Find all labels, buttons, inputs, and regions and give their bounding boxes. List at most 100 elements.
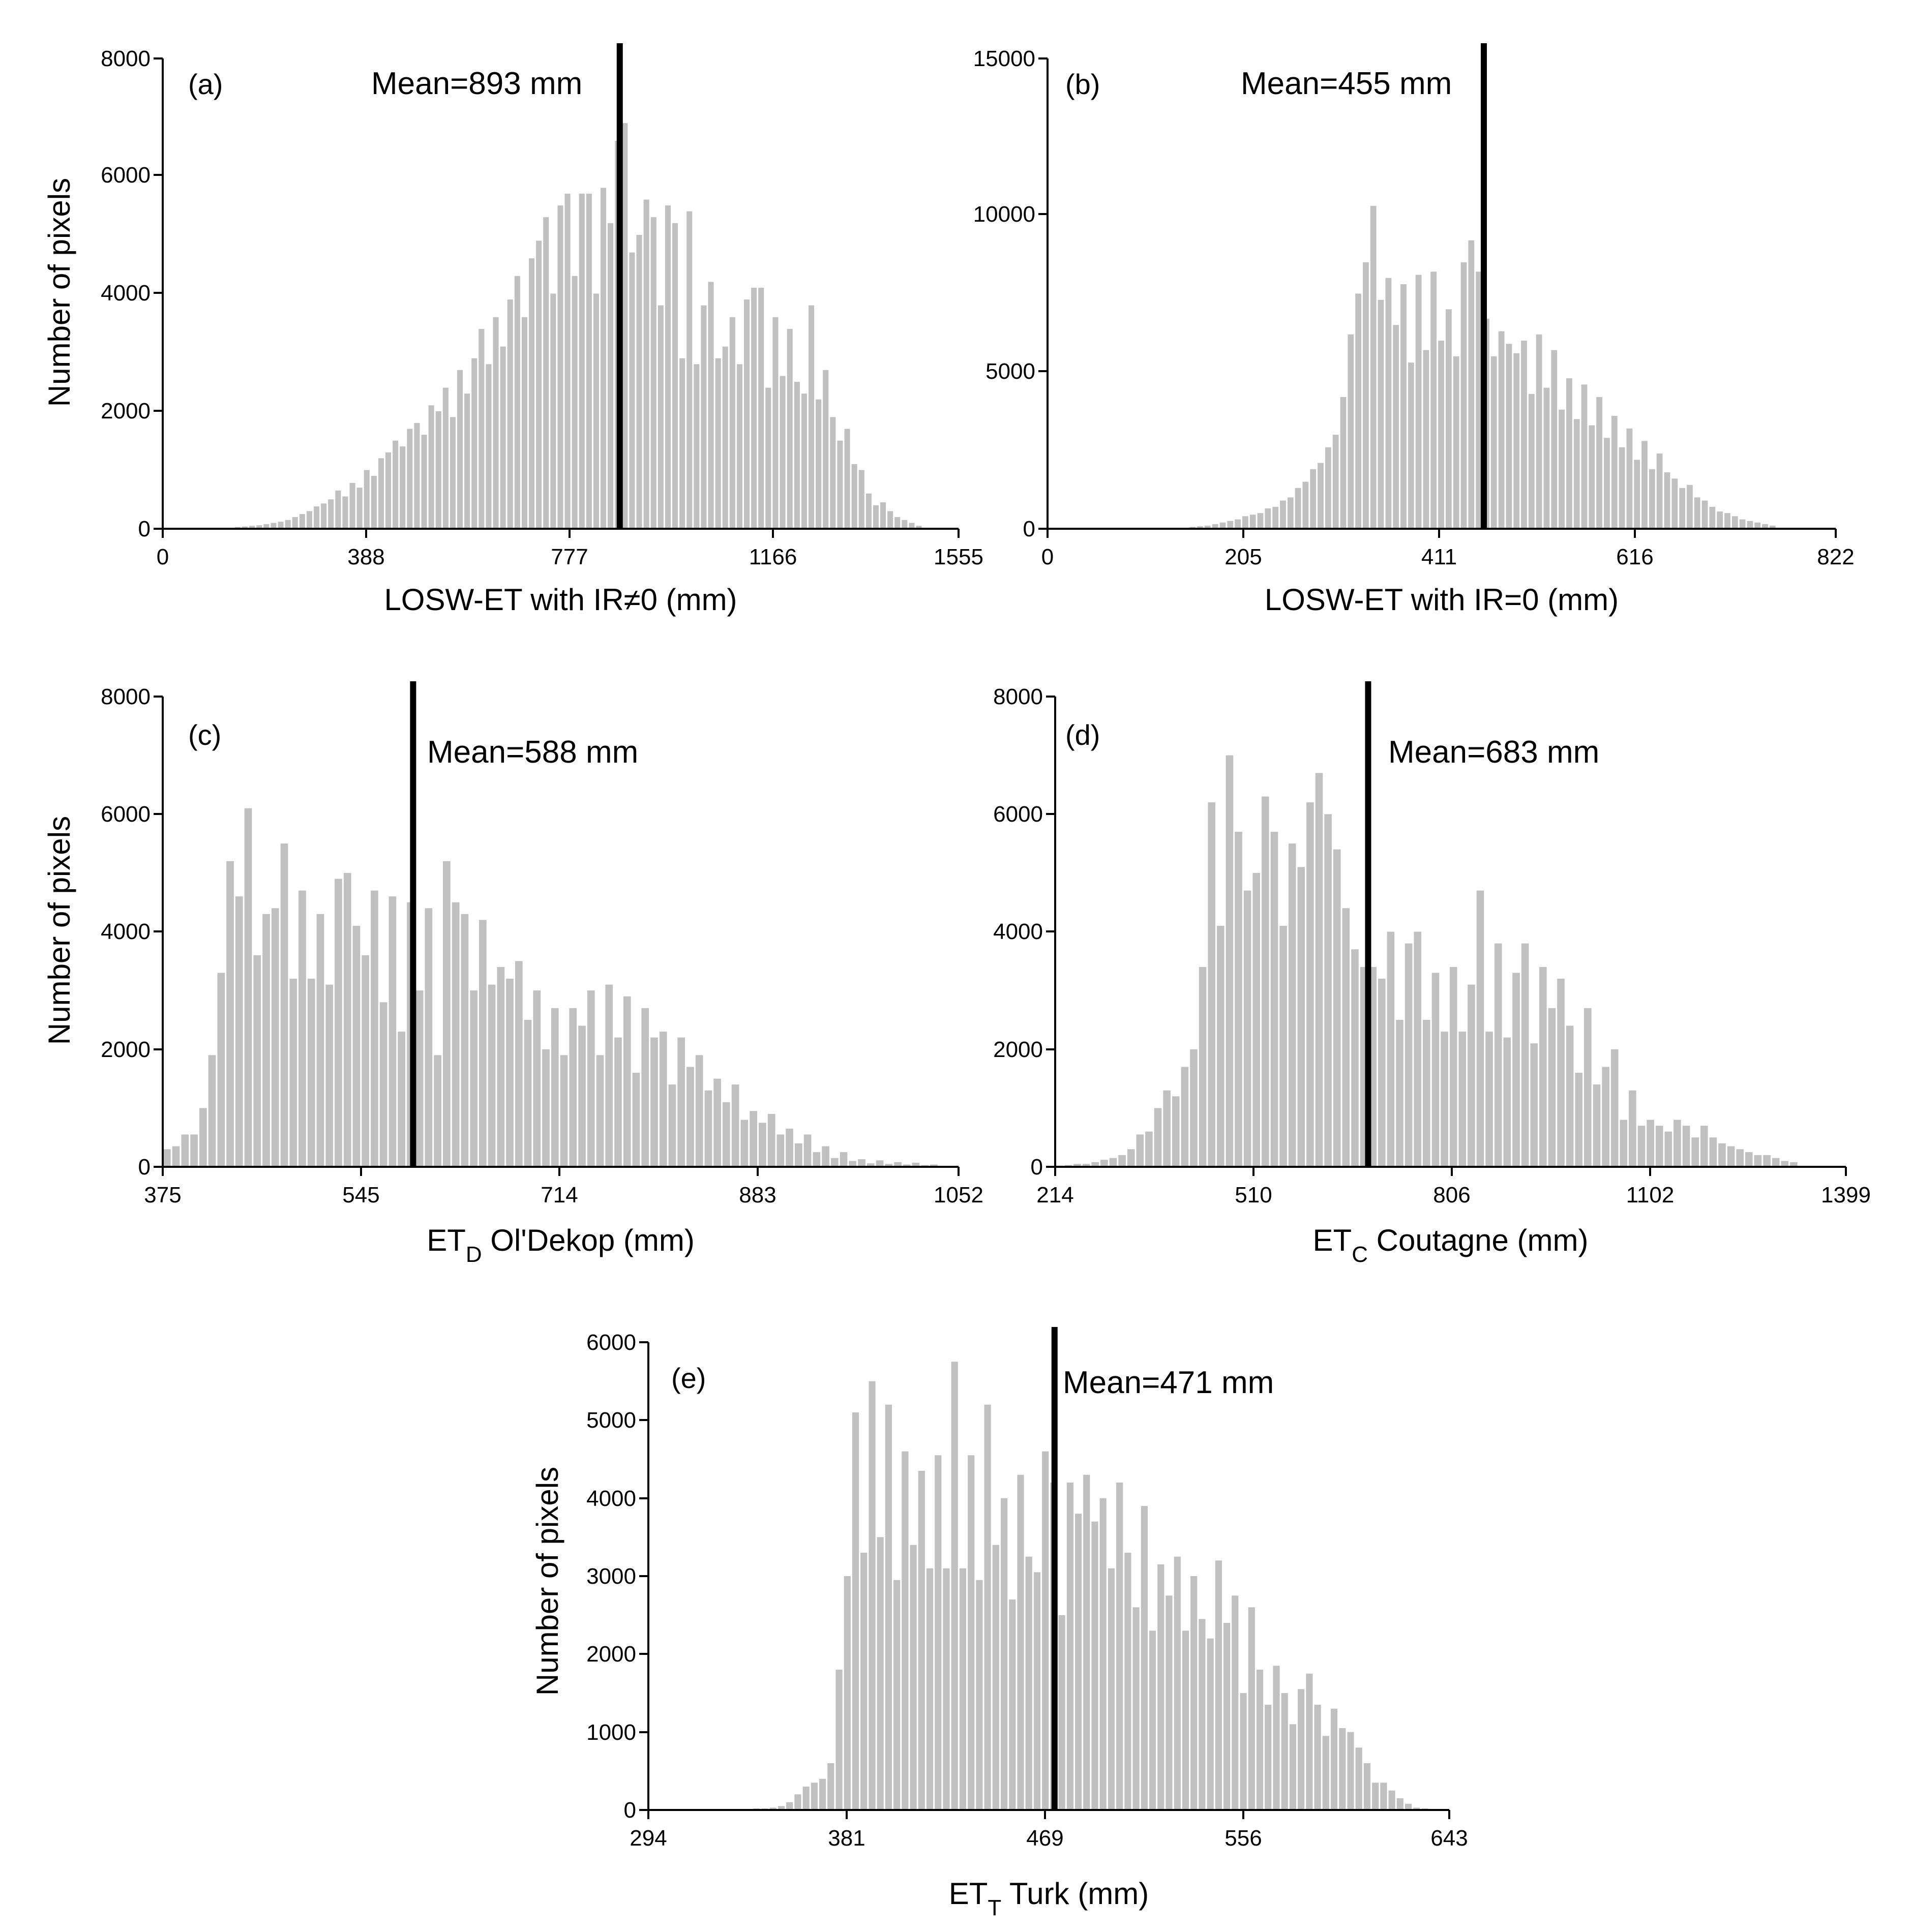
histogram-bar <box>786 1128 793 1167</box>
histogram-bar <box>1118 1155 1126 1167</box>
histogram-bar <box>242 526 248 529</box>
histogram-bar <box>1310 469 1317 529</box>
histogram-bar <box>776 1134 785 1167</box>
histogram-bar <box>1280 500 1286 529</box>
histogram-bar <box>758 287 764 529</box>
histogram-bar <box>1388 1790 1395 1810</box>
histogram-bar <box>819 1778 826 1810</box>
histogram-bar <box>506 979 514 1167</box>
histogram-bar <box>1166 1595 1173 1810</box>
histogram-bar <box>1215 1560 1222 1810</box>
histogram-bar <box>464 394 470 529</box>
y-tick-label: 3000 <box>586 1564 636 1589</box>
histogram-bar <box>713 1078 721 1167</box>
histogram-bar <box>321 503 327 529</box>
histogram-bar <box>1208 802 1215 1167</box>
histogram-bar <box>443 861 451 1167</box>
histogram-bar <box>1396 1019 1403 1167</box>
histogram-bar <box>1262 796 1269 1167</box>
histogram-bar <box>1573 419 1580 529</box>
histogram-bar <box>479 328 485 529</box>
histogram-bar <box>533 990 541 1167</box>
mean-label: Mean=893 mm <box>371 66 582 101</box>
histogram-bar <box>1641 441 1648 529</box>
x-axis-title: ETC Coutagne (mm) <box>1313 1223 1589 1267</box>
histogram-bar <box>1423 1019 1430 1167</box>
histogram-bar <box>780 376 786 529</box>
histogram-bar <box>650 217 656 529</box>
histogram-bar <box>181 1134 189 1167</box>
histogram-bar <box>1700 1126 1708 1167</box>
histogram-panel-b: 0 5000 10000 15000 0 205 411 616 822 LOSW-ET with… <box>973 43 1855 617</box>
histogram-bar <box>306 511 312 529</box>
histogram-bar <box>1414 931 1421 1167</box>
histogram-bar <box>1372 1783 1379 1810</box>
x-tick-label: 294 <box>630 1826 667 1851</box>
histogram-bar <box>701 305 707 529</box>
y-tick-label: 1000 <box>586 1720 636 1745</box>
histogram-bar <box>244 808 252 1167</box>
histogram-bar <box>679 358 685 529</box>
histogram-bar <box>1325 447 1331 529</box>
histogram-bar <box>1091 1521 1098 1810</box>
histogram-bar <box>1348 334 1354 529</box>
histogram-bar <box>442 387 449 529</box>
x-tick-label: 643 <box>1430 1826 1468 1851</box>
histogram-bar <box>1149 1631 1156 1810</box>
histogram-bar <box>1370 205 1377 529</box>
y-tick-label: 6000 <box>101 802 151 827</box>
y-tick-label: 8000 <box>101 684 151 709</box>
y-tick-label: 8000 <box>101 46 151 71</box>
histogram-bar <box>1671 478 1678 529</box>
histogram-bar <box>1629 1090 1636 1167</box>
histogram-bar <box>1174 1556 1181 1810</box>
histogram-bar <box>1240 1693 1247 1810</box>
histogram-bar <box>521 317 527 529</box>
histogram-bar <box>471 358 477 529</box>
histogram-bar <box>586 193 592 529</box>
histogram-bar <box>1163 1090 1171 1167</box>
histogram-bar <box>190 1134 198 1167</box>
histogram-bar <box>1227 521 1234 529</box>
histogram-bar <box>1637 1126 1646 1167</box>
histogram-bar <box>1378 299 1384 529</box>
histogram-bar <box>601 188 607 529</box>
histogram-bar <box>263 524 270 529</box>
histogram-bar <box>916 526 922 529</box>
y-tick-label: 10000 <box>973 202 1035 227</box>
histogram-bar <box>457 370 463 529</box>
histogram-bar <box>1566 378 1572 529</box>
histogram-bar <box>1318 463 1324 529</box>
histogram-bar <box>636 234 642 529</box>
histogram-bar <box>1182 1631 1189 1810</box>
histogram-bar <box>708 282 714 529</box>
histogram-bar <box>470 990 477 1167</box>
histogram-bar <box>1772 1158 1780 1167</box>
y-tick-label: 6000 <box>993 802 1043 827</box>
histogram-bar <box>1626 428 1633 529</box>
histogram-bar <box>1145 1131 1153 1167</box>
histogram-bar <box>1124 1553 1131 1810</box>
histogram-bar <box>1339 1728 1346 1810</box>
histogram-bar <box>560 1055 568 1167</box>
y-tick-label: 6000 <box>586 1330 636 1355</box>
histogram-bar <box>507 299 513 529</box>
histogram-bar <box>740 1120 749 1167</box>
histogram-bar <box>1415 275 1422 529</box>
histogram-bar <box>414 422 420 529</box>
x-tick-label: 0 <box>157 545 169 569</box>
histogram-bar <box>794 1794 801 1810</box>
histogram-bar <box>1687 485 1693 529</box>
histogram-bar <box>1132 1607 1140 1810</box>
y-tick-label: 2000 <box>993 1037 1043 1062</box>
histogram-bar <box>786 1802 793 1810</box>
histogram-bar <box>271 523 277 529</box>
histogram-bar <box>641 1008 649 1167</box>
histogram-bar <box>677 1037 685 1167</box>
histogram-bar <box>722 346 728 529</box>
histogram-bar <box>1596 397 1602 529</box>
panel-label: (d) <box>1065 719 1100 751</box>
histogram-bar <box>262 914 270 1167</box>
histogram-bar <box>765 387 771 529</box>
histogram-bar <box>542 1049 550 1167</box>
